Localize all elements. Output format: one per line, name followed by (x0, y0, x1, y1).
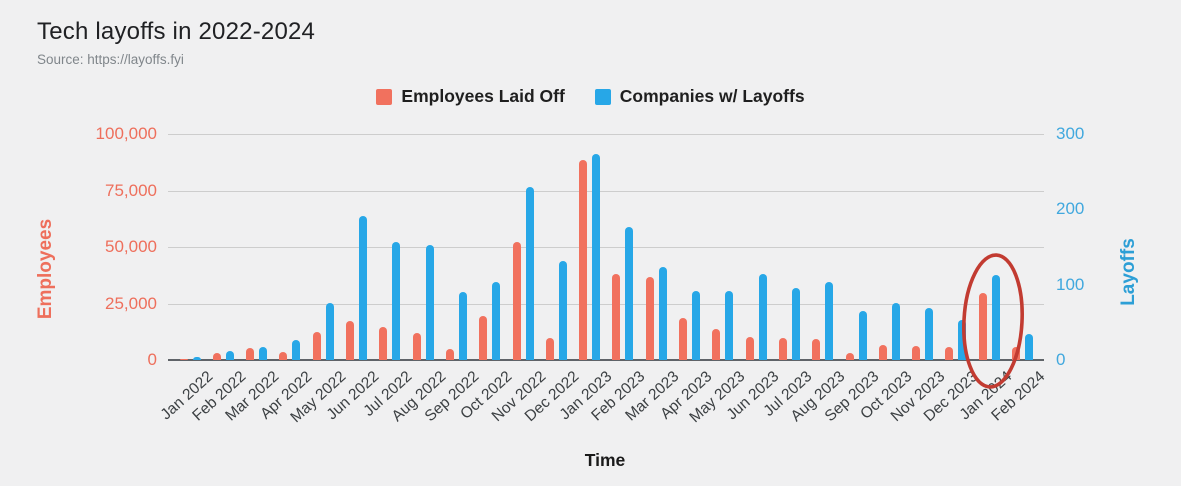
legend-label: Companies w/ Layoffs (619, 86, 805, 106)
bar-companies-with-layoffs[interactable] (891, 302, 900, 360)
right-axis-tick-label: 0 (1056, 350, 1066, 369)
bar-companies-with-layoffs[interactable] (592, 154, 601, 360)
bar-companies-with-layoffs[interactable] (925, 308, 934, 360)
chart-title: Tech layoffs in 2022-2024 (37, 18, 316, 45)
bar-companies-with-layoffs[interactable] (658, 266, 667, 360)
x-axis-title: Time (584, 450, 626, 470)
legend: Employees Laid Off Companies w/ Layoffs (0, 86, 1181, 107)
bar-companies-with-layoffs[interactable] (758, 274, 767, 360)
bar-companies-with-layoffs[interactable] (858, 311, 867, 360)
left-axis-tick-label: 25,000 (105, 293, 157, 313)
bar-employees-laid-off[interactable] (246, 348, 255, 360)
bar-employees-laid-off[interactable] (945, 346, 954, 360)
left-axis-tick-label: 50,000 (105, 237, 157, 256)
bar-employees-laid-off[interactable] (712, 329, 721, 360)
bar-companies-with-layoffs[interactable] (325, 302, 334, 360)
bar-companies-with-layoffs[interactable] (791, 288, 800, 360)
bar-employees-laid-off[interactable] (645, 277, 654, 360)
right-axis-title: Layoffs (1118, 238, 1139, 306)
bar-employees-laid-off[interactable] (312, 332, 321, 360)
legend-label: Employees Laid Off (401, 86, 565, 106)
bar-companies-with-layoffs[interactable] (292, 340, 301, 360)
bar-employees-laid-off[interactable] (479, 316, 488, 360)
bar-employees-laid-off[interactable] (845, 352, 854, 360)
legend-swatch (594, 88, 611, 105)
bar-employees-laid-off[interactable] (579, 159, 588, 360)
bar-companies-with-layoffs[interactable] (558, 261, 567, 360)
bar-companies-with-layoffs[interactable] (991, 274, 1000, 360)
bar-employees-laid-off[interactable] (1012, 347, 1020, 360)
right-axis-tick-label: 200 (1056, 199, 1085, 219)
legend-swatch (376, 88, 393, 105)
bar-companies-with-layoffs[interactable] (1025, 334, 1033, 360)
bar-companies-with-layoffs[interactable] (359, 216, 367, 360)
bar-employees-laid-off[interactable] (412, 332, 421, 360)
bar-companies-with-layoffs[interactable] (958, 320, 967, 360)
bar-companies-with-layoffs[interactable] (625, 226, 634, 360)
bar-employees-laid-off[interactable] (978, 293, 987, 360)
bar-companies-with-layoffs[interactable] (525, 186, 534, 360)
bar-employees-laid-off[interactable] (878, 344, 887, 360)
left-axis-tick-label: 0 (147, 350, 157, 369)
gridline (168, 247, 1044, 248)
right-axis-tick-label: 100 (1056, 274, 1085, 294)
bar-employees-laid-off[interactable] (912, 345, 921, 360)
bar-companies-with-layoffs[interactable] (259, 347, 268, 360)
bar-companies-with-layoffs[interactable] (192, 356, 201, 360)
bar-companies-with-layoffs[interactable] (425, 244, 434, 360)
bar-employees-laid-off[interactable] (612, 273, 621, 360)
bar-employees-laid-off[interactable] (212, 352, 221, 360)
legend-item-companies-w-layoffs[interactable]: Companies w/ Layoffs (594, 86, 805, 107)
chart-source: Source: https://layoffs.fyi (37, 52, 184, 67)
bar-companies-with-layoffs[interactable] (225, 350, 234, 360)
bar-employees-laid-off[interactable] (179, 358, 188, 360)
right-axis-tick-label: 300 (1056, 124, 1085, 143)
left-axis-tick-label: 75,000 (105, 180, 157, 200)
bar-employees-laid-off[interactable] (812, 339, 821, 360)
bar-employees-laid-off[interactable] (545, 338, 554, 360)
gridline (168, 134, 1044, 135)
legend-item-employees-laid-off[interactable]: Employees Laid Off (376, 86, 565, 107)
left-axis-title: Employees (35, 218, 56, 320)
bar-companies-with-layoffs[interactable] (692, 290, 700, 360)
x-axis-line (168, 359, 1044, 361)
bar-employees-laid-off[interactable] (679, 318, 687, 360)
bar-employees-laid-off[interactable] (745, 337, 754, 360)
bar-employees-laid-off[interactable] (445, 349, 454, 360)
bar-companies-with-layoffs[interactable] (492, 281, 501, 360)
bar-companies-with-layoffs[interactable] (458, 292, 467, 360)
bar-companies-with-layoffs[interactable] (725, 290, 734, 360)
bar-employees-laid-off[interactable] (279, 351, 288, 360)
bar-companies-with-layoffs[interactable] (825, 282, 834, 360)
bar-employees-laid-off[interactable] (512, 242, 521, 360)
bar-employees-laid-off[interactable] (379, 326, 388, 360)
bar-companies-with-layoffs[interactable] (392, 242, 401, 360)
gridline (168, 304, 1044, 305)
bar-employees-laid-off[interactable] (778, 338, 787, 360)
left-axis-tick-label: 100,000 (95, 124, 157, 143)
bar-employees-laid-off[interactable] (346, 321, 354, 360)
gridline (168, 191, 1044, 192)
